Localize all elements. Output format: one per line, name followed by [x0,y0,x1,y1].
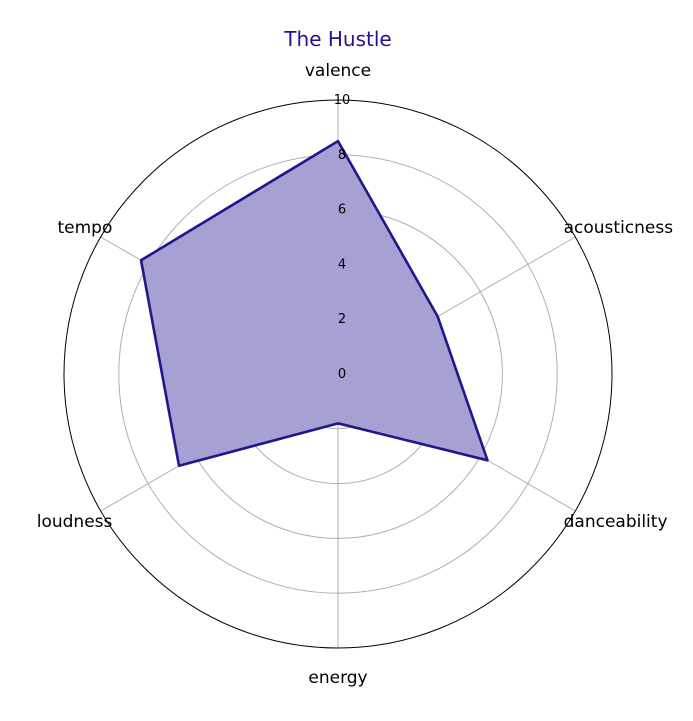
tick-label-8: 8 [338,148,346,163]
tick-label-0: 0 [338,367,346,382]
outer-frame [63,99,613,649]
axis-label-danceability: danceability [564,512,668,532]
chart-title: The Hustle [283,27,391,51]
tick-label-10: 10 [334,93,351,108]
data-layer [139,139,489,468]
axis-label-valence: valence [305,61,371,81]
tick-label-2: 2 [338,312,346,327]
axis-label-tempo: tempo [57,218,112,238]
axis-label-loudness: loudness [37,512,113,532]
series-area [141,141,488,466]
axis-label-energy: energy [308,668,367,688]
label-layer: 0 2 4 6 8 10 valence acousticness danceability en… [37,61,673,688]
series-line [139,139,489,468]
axis-label-acousticness: acousticness [564,218,674,238]
tick-label-4: 4 [338,257,346,272]
tick-label-6: 6 [338,203,346,218]
